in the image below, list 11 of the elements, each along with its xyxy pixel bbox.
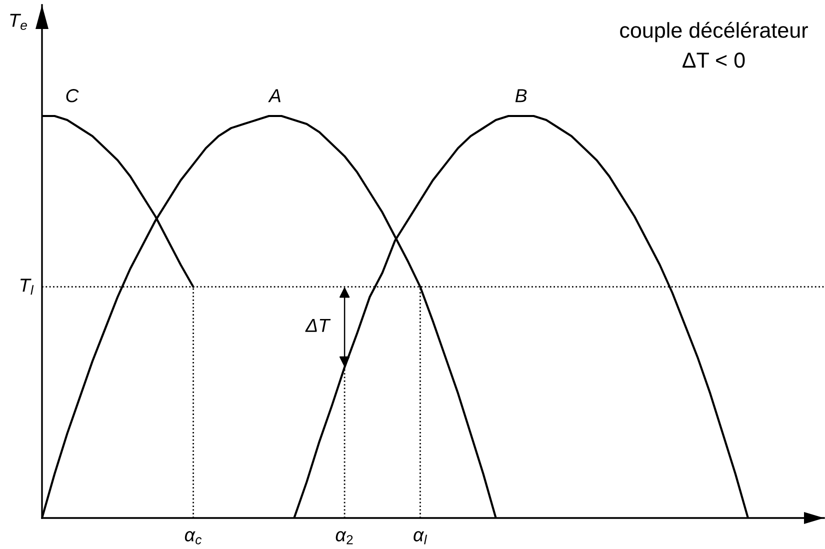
text: ΔT < 0: [682, 52, 745, 68]
text: couple décélérateur: [620, 22, 808, 42]
series-label: B: [515, 89, 527, 102]
series-label: C: [66, 89, 79, 102]
x-tick-label: α$_{c}$: [184, 531, 202, 544]
y-axis-title: T$_{e}$: [10, 14, 27, 30]
x-tick-label: α$_{2}$: [336, 531, 353, 544]
annotation: ΔT: [305, 319, 331, 332]
series-label: A: [268, 89, 280, 102]
ref-line-label: T$_{l}$: [20, 278, 34, 295]
x-tick-label: α$_{l}$: [414, 531, 428, 544]
